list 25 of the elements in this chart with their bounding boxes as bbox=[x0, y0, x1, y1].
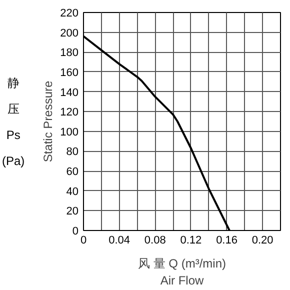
x-axis-title: 风 量 Q (m³/min) bbox=[138, 256, 226, 270]
y-tick-label: 120 bbox=[60, 106, 79, 119]
y-axis-title: Static Pressure bbox=[41, 80, 56, 162]
y-tick-label: 160 bbox=[60, 66, 79, 79]
x-tick-label: 0.20 bbox=[252, 234, 274, 246]
x-tick-label: 0.04 bbox=[108, 234, 130, 246]
y-tick-label: 100 bbox=[60, 126, 79, 138]
text: Air Flow bbox=[160, 273, 204, 288]
x-tick-label: 0.12 bbox=[180, 234, 202, 246]
y-tick-label: 200 bbox=[60, 27, 79, 40]
text: 静 bbox=[7, 76, 20, 90]
text: 压 bbox=[7, 102, 20, 116]
y-tick-label: 80 bbox=[66, 146, 79, 158]
y-tick-label: 60 bbox=[66, 166, 79, 178]
y-tick-label: 40 bbox=[66, 186, 79, 198]
text: Ps bbox=[6, 128, 20, 142]
y-tick-label: 220 bbox=[60, 8, 79, 20]
x-tick-label: 0 bbox=[80, 234, 87, 246]
x-tick-label: 0.08 bbox=[144, 234, 166, 246]
y-tick-label: 0 bbox=[72, 226, 79, 238]
text: (Pa) bbox=[2, 154, 25, 168]
y-tick-label: 180 bbox=[60, 47, 79, 60]
x-tick-label: 0.16 bbox=[216, 234, 238, 246]
y-tick-label: 20 bbox=[66, 206, 79, 218]
y-tick-label: 140 bbox=[60, 86, 79, 99]
